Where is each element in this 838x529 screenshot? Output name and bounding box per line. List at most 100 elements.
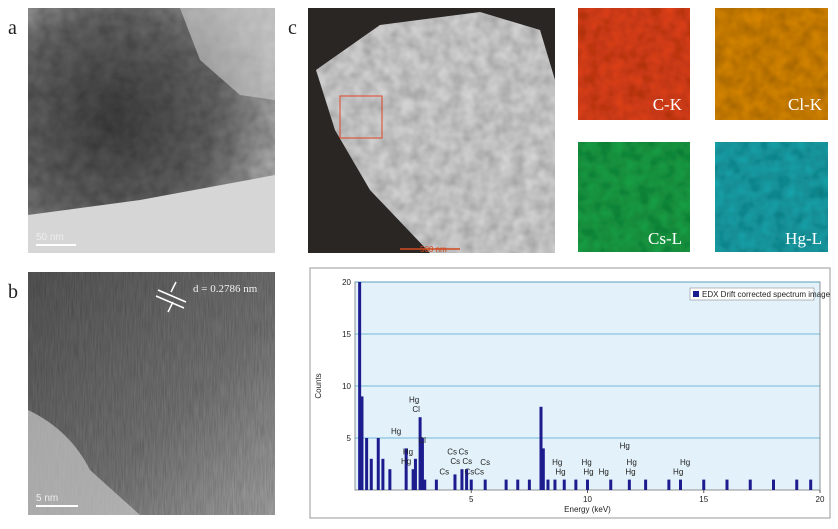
map-c: [578, 8, 690, 120]
peak-label: Cs: [458, 448, 468, 457]
x-tick-label: 10: [583, 495, 592, 504]
spectrum-bar: [562, 479, 566, 490]
particle: [316, 12, 555, 253]
y-axis-label: Counts: [314, 373, 323, 398]
spectrum-bar: [553, 479, 557, 490]
lattice-line: [155, 295, 185, 309]
peak-label: Hg: [583, 467, 593, 476]
spectrum-bar: [469, 479, 473, 490]
spectrum-bar: [358, 282, 362, 490]
spectrum-bar: [516, 479, 520, 490]
map-label: Cl-K: [788, 95, 823, 114]
spectrum-bar: [483, 479, 487, 490]
peak-label: Hg: [680, 458, 690, 467]
peak-label: Hg: [599, 467, 609, 476]
spectrum-bar: [434, 479, 438, 490]
peak-label: Hg: [627, 458, 637, 467]
lattice-line: [157, 289, 187, 303]
spectrum-bar: [609, 479, 613, 490]
peak-label: CsCs: [464, 467, 484, 476]
spectrum-bar: [369, 458, 373, 490]
map-label: C-K: [653, 95, 683, 114]
spectrum-bar: [404, 448, 408, 490]
spectrum-bar: [772, 479, 775, 490]
map-cl: [715, 8, 828, 120]
spectrum-bar: [465, 469, 469, 490]
hrtem-edge: [28, 410, 140, 515]
spectrum-bar: [381, 458, 385, 490]
peak-label: Hg: [625, 467, 635, 476]
y-tick-label: 5: [347, 434, 352, 443]
tem-film: [28, 175, 275, 253]
peak-label: Hg: [403, 448, 413, 457]
map-hg: [715, 142, 828, 252]
peak-label: Hg: [581, 458, 591, 467]
spectrum-bar: [546, 479, 550, 490]
spectrum-bar: [795, 479, 799, 490]
peak-label: Cl: [418, 436, 426, 445]
x-tick-label: 20: [816, 495, 825, 504]
legend-swatch: [693, 291, 699, 297]
y-tick-label: 10: [342, 382, 351, 391]
spectrum-bar: [702, 479, 706, 490]
map-label: Hg-L: [785, 229, 822, 248]
spectrum-bar: [539, 406, 543, 490]
panel-label: b: [8, 281, 18, 303]
spectrum-bar: [586, 479, 589, 490]
peak-label: Hg: [620, 441, 630, 450]
peak-label: Cs: [439, 467, 449, 476]
spectrum-bar: [411, 469, 415, 490]
y-tick-label: 20: [342, 278, 351, 287]
map-cs: [578, 142, 690, 252]
scale-label: 50 nm: [36, 232, 64, 243]
spectrum-bar: [527, 479, 531, 490]
scale-label: 5 nm: [36, 493, 58, 504]
spectrum-bar: [667, 479, 671, 490]
panel-label: c: [288, 17, 297, 39]
peak-label: Cl: [412, 405, 420, 414]
peak-label: Cs: [447, 448, 457, 457]
spectrum-bar: [679, 479, 682, 490]
spectrum-bar: [725, 479, 729, 490]
spectrum-bar: [541, 448, 545, 490]
spectrum-bar: [809, 479, 813, 490]
peak-label: Cs: [480, 458, 490, 467]
d-spacing: d = 0.2786 nm: [193, 283, 258, 295]
spectrum-bar: [453, 474, 457, 490]
spectrum-bar: [388, 469, 392, 490]
roi-box: [339, 95, 383, 139]
scale-label: 500 nm: [420, 245, 447, 254]
peak-label: Hg: [555, 467, 565, 476]
peak-label: Cs: [462, 457, 472, 466]
y-tick-label: 15: [342, 330, 351, 339]
x-tick-label: 15: [699, 495, 708, 504]
peak-label: Hg: [401, 457, 411, 466]
spectrum-bar: [644, 479, 648, 490]
peak-label: Hg: [409, 396, 419, 405]
spectrum-bar: [460, 469, 464, 490]
spectrum-bar: [418, 417, 422, 490]
x-tick-label: 5: [469, 495, 474, 504]
peak-label: Cs: [450, 457, 460, 466]
x-axis-label: Energy (keV): [564, 505, 611, 514]
map-label: Cs-L: [648, 229, 682, 248]
spectrum-bar: [423, 479, 427, 490]
spectrum-bar: [627, 479, 631, 490]
spectrum-bar: [420, 438, 424, 490]
spectrum-bar: [360, 396, 364, 490]
panel-label: a: [8, 17, 17, 39]
spectrum-bar: [365, 438, 369, 490]
arrow: [167, 281, 177, 313]
spectrum-bar: [413, 458, 417, 490]
tem-edge: [180, 8, 275, 100]
spectrum-bar: [748, 479, 752, 490]
spectrum-bar: [376, 438, 380, 490]
spectrum-bar: [504, 479, 508, 490]
legend-label: EDX Drift corrected spectrum image: [702, 290, 831, 299]
peak-label: Hg: [552, 458, 562, 467]
spectrum-bar: [574, 479, 578, 490]
peak-label: Hg: [391, 427, 401, 436]
peak-label: Hg: [673, 467, 683, 476]
